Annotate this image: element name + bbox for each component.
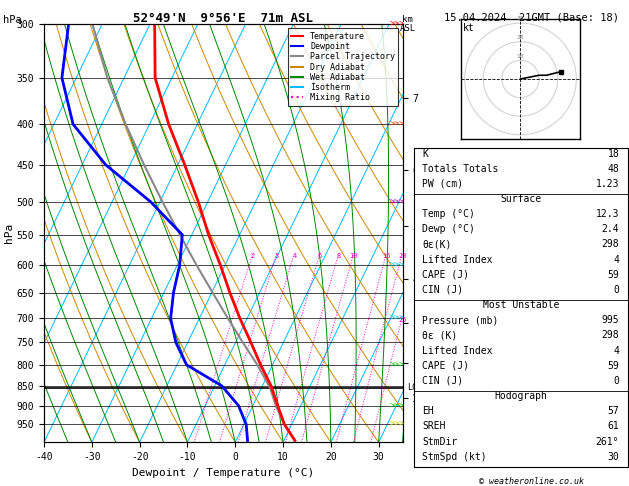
Text: CIN (J): CIN (J) (423, 376, 464, 386)
Text: θε (K): θε (K) (423, 330, 458, 340)
Text: 52°49'N  9°56'E  71m ASL: 52°49'N 9°56'E 71m ASL (133, 12, 313, 25)
X-axis label: Dewpoint / Temperature (°C): Dewpoint / Temperature (°C) (132, 468, 314, 478)
Text: >>>: >>> (389, 20, 404, 29)
Text: 25: 25 (398, 317, 406, 323)
Text: 1.23: 1.23 (596, 179, 619, 189)
Legend: Temperature, Dewpoint, Parcel Trajectory, Dry Adiabat, Wet Adiabat, Isotherm, Mi: Temperature, Dewpoint, Parcel Trajectory… (287, 29, 398, 105)
Text: CIN (J): CIN (J) (423, 285, 464, 295)
Text: Dewp (°C): Dewp (°C) (423, 225, 476, 234)
Text: 61: 61 (608, 421, 619, 432)
Text: 2: 2 (251, 253, 255, 259)
Text: 2.4: 2.4 (601, 225, 619, 234)
Text: Surface: Surface (500, 194, 542, 204)
Text: 8: 8 (337, 253, 341, 259)
Text: >>>: >>> (389, 260, 404, 269)
Text: 59: 59 (608, 270, 619, 280)
Text: >>>: >>> (389, 197, 404, 206)
Text: Lifted Index: Lifted Index (423, 255, 493, 265)
Text: 6: 6 (318, 253, 322, 259)
Text: 20: 20 (398, 253, 407, 259)
Text: 995: 995 (601, 315, 619, 325)
Text: kt: kt (464, 23, 475, 33)
Text: θε(K): θε(K) (423, 240, 452, 249)
Text: CAPE (J): CAPE (J) (423, 361, 469, 371)
Text: 16: 16 (382, 253, 391, 259)
Text: 0: 0 (613, 376, 619, 386)
Text: StmSpd (kt): StmSpd (kt) (423, 451, 487, 462)
Text: K: K (423, 149, 428, 158)
Text: >>>: >>> (389, 401, 404, 410)
Text: 4: 4 (613, 255, 619, 265)
Text: Most Unstable: Most Unstable (482, 300, 559, 310)
Text: 30: 30 (608, 451, 619, 462)
Text: 4: 4 (613, 346, 619, 356)
Text: 298: 298 (601, 240, 619, 249)
Y-axis label: Mixing Ratio (g/kg): Mixing Ratio (g/kg) (428, 182, 438, 284)
Text: CAPE (J): CAPE (J) (423, 270, 469, 280)
Text: 0: 0 (613, 285, 619, 295)
Text: 298: 298 (601, 330, 619, 340)
Text: EH: EH (423, 406, 434, 416)
Text: 3: 3 (275, 253, 279, 259)
Text: 261°: 261° (596, 436, 619, 447)
Text: 12.3: 12.3 (596, 209, 619, 219)
Text: km
ASL: km ASL (399, 15, 416, 33)
Text: 15.04.2024  21GMT (Base: 18): 15.04.2024 21GMT (Base: 18) (444, 12, 619, 22)
Text: © weatheronline.co.uk: © weatheronline.co.uk (479, 477, 584, 486)
Text: hPa: hPa (3, 15, 22, 25)
Text: PW (cm): PW (cm) (423, 179, 464, 189)
Text: >>>: >>> (389, 420, 404, 429)
Text: LCL: LCL (407, 383, 421, 392)
Text: >>>: >>> (389, 314, 404, 323)
Text: Lifted Index: Lifted Index (423, 346, 493, 356)
Y-axis label: hPa: hPa (4, 223, 14, 243)
Text: 30: 30 (517, 17, 524, 21)
Text: Pressure (mb): Pressure (mb) (423, 315, 499, 325)
Text: Temp (°C): Temp (°C) (423, 209, 476, 219)
Text: 18: 18 (608, 149, 619, 158)
Text: 10: 10 (517, 53, 524, 58)
Text: >>>: >>> (389, 360, 404, 369)
Text: 20: 20 (517, 35, 524, 40)
Text: Totals Totals: Totals Totals (423, 164, 499, 174)
Text: 59: 59 (608, 361, 619, 371)
Text: StmDir: StmDir (423, 436, 458, 447)
Text: 10: 10 (350, 253, 358, 259)
Text: SREH: SREH (423, 421, 446, 432)
Text: >>>: >>> (389, 120, 404, 129)
Text: 57: 57 (608, 406, 619, 416)
Text: 4: 4 (292, 253, 296, 259)
Text: Hodograph: Hodograph (494, 391, 547, 401)
Text: 48: 48 (608, 164, 619, 174)
